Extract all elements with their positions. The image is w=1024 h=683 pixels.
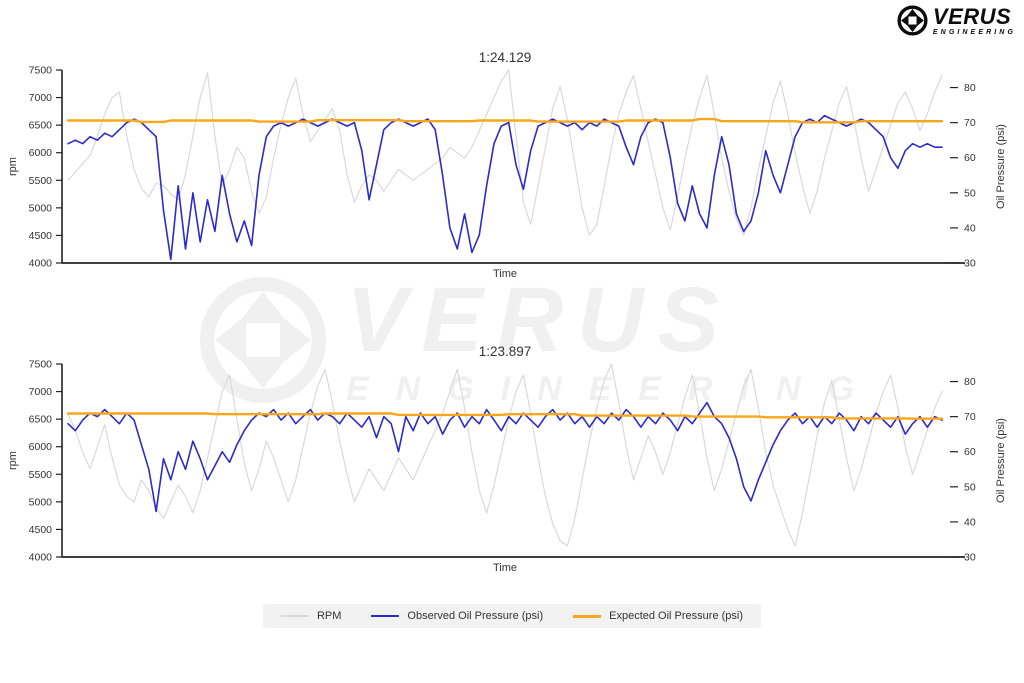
brand-name: VERUS: [932, 3, 1012, 29]
svg-text:6000: 6000: [29, 441, 53, 453]
svg-text:60: 60: [964, 446, 976, 458]
svg-text:6500: 6500: [29, 414, 53, 426]
rpm-line-swatch: [280, 615, 309, 617]
svg-text:7500: 7500: [29, 65, 53, 77]
brand-text: VERUS ENGINEERING: [932, 3, 1016, 36]
svg-text:7500: 7500: [29, 359, 53, 371]
svg-text:Oil Pressure (psi): Oil Pressure (psi): [995, 124, 1007, 209]
svg-text:4500: 4500: [29, 524, 53, 536]
svg-text:7000: 7000: [29, 92, 53, 104]
svg-text:5000: 5000: [29, 496, 53, 508]
legend-item-rpm: RPM: [280, 610, 342, 622]
svg-text:1:24.129: 1:24.129: [479, 50, 532, 65]
svg-text:50: 50: [964, 187, 976, 199]
svg-text:4000: 4000: [29, 258, 53, 270]
svg-text:rpm: rpm: [7, 157, 19, 176]
legend-label: RPM: [316, 610, 342, 622]
brand-subtitle: ENGINEERING: [932, 28, 1016, 36]
svg-text:5500: 5500: [29, 469, 53, 481]
svg-text:60: 60: [964, 152, 976, 164]
legend-item-observed: Observed Oil Pressure (psi): [371, 610, 543, 622]
svg-text:1:23.897: 1:23.897: [479, 344, 532, 359]
svg-text:30: 30: [964, 552, 976, 564]
svg-text:50: 50: [964, 481, 976, 493]
lap1-oil-pressure-chart: 1:24.129 Time rpm Oil Pressure (psi) 4000 450…: [7, 50, 1007, 280]
brand-logo: VERUS ENGINEERING: [897, 5, 1016, 36]
svg-text:70: 70: [964, 411, 976, 423]
svg-text:80: 80: [964, 376, 976, 388]
svg-text:7000: 7000: [29, 386, 53, 398]
legend-label: Expected Oil Pressure (psi): [609, 610, 744, 622]
legend-item-expected: Expected Oil Pressure (psi): [573, 610, 743, 622]
svg-text:30: 30: [964, 258, 976, 270]
observed-line-swatch: [371, 615, 400, 617]
svg-text:6000: 6000: [29, 147, 53, 159]
verus-compass-icon: [897, 5, 928, 36]
legend-label: Observed Oil Pressure (psi): [407, 610, 544, 622]
svg-text:5000: 5000: [29, 202, 53, 214]
svg-text:70: 70: [964, 117, 976, 129]
svg-text:Oil Pressure (psi): Oil Pressure (psi): [995, 418, 1007, 503]
chart-legend: RPM Observed Oil Pressure (psi) Expected…: [262, 604, 762, 628]
svg-text:80: 80: [964, 82, 976, 94]
svg-text:rpm: rpm: [7, 451, 19, 470]
lap2-oil-pressure-chart: 1:23.897 Time rpm Oil Pressure (psi) 4000 450…: [7, 344, 1007, 574]
svg-text:5500: 5500: [29, 175, 53, 187]
svg-text:40: 40: [964, 222, 976, 234]
svg-text:4500: 4500: [29, 230, 53, 242]
svg-text:40: 40: [964, 516, 976, 528]
svg-text:Time: Time: [493, 562, 517, 574]
svg-text:6500: 6500: [29, 120, 53, 132]
svg-text:Time: Time: [493, 268, 517, 280]
svg-text:4000: 4000: [29, 552, 53, 564]
expected-line-swatch: [573, 614, 602, 618]
